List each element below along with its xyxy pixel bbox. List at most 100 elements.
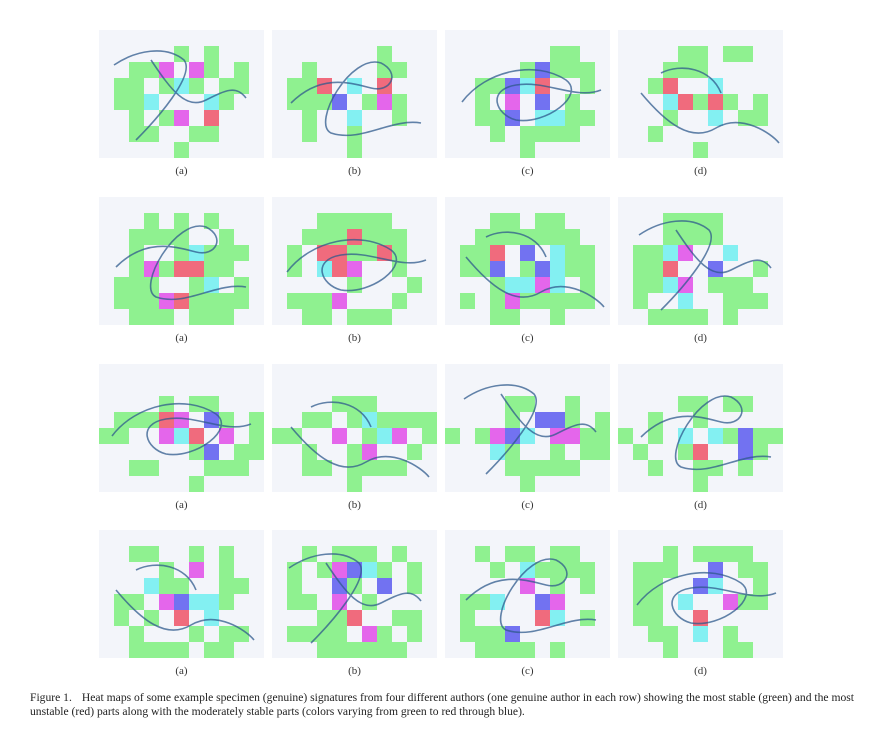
heatmap-tile xyxy=(550,309,565,325)
heatmap-tile xyxy=(407,562,422,578)
heatmap-svg xyxy=(618,395,783,492)
heatmap-tile xyxy=(535,62,550,78)
heatmap-panel xyxy=(272,530,437,658)
subfigure-label: (a) xyxy=(175,499,188,511)
heatmap-panel xyxy=(618,530,783,658)
heatmap-tile xyxy=(174,261,189,277)
heatmap-tile xyxy=(347,444,362,460)
heatmap-tile xyxy=(204,94,219,110)
heatmap-tile xyxy=(129,642,144,658)
heatmap-tile xyxy=(490,594,505,610)
heatmap-panel xyxy=(618,364,783,492)
signature-stroke xyxy=(465,231,605,308)
heatmap-tile xyxy=(708,213,723,229)
panel-row1-b: (b) xyxy=(272,30,437,188)
heatmap-tile xyxy=(505,110,520,126)
heatmap-tile xyxy=(648,245,663,261)
subfigure-label: (c) xyxy=(521,332,534,344)
heatmap-tile xyxy=(189,309,204,325)
heatmap-tile xyxy=(159,110,174,126)
heatmap-tile xyxy=(204,46,219,62)
heatmap-tile xyxy=(693,94,708,110)
heatmap-tile xyxy=(648,126,663,142)
signature-stroke xyxy=(111,402,252,456)
heatmap-tile xyxy=(204,62,219,78)
heatmap-tile xyxy=(174,229,189,245)
heatmap-tile xyxy=(347,412,362,428)
heatmap-tile xyxy=(460,293,475,309)
heatmap-tile xyxy=(249,412,264,428)
heatmap-tile xyxy=(287,261,302,277)
heatmap-tile xyxy=(753,110,768,126)
heatmap-tile xyxy=(475,78,490,94)
heatmap-tile xyxy=(580,444,595,460)
heatmap-tile xyxy=(678,46,693,62)
heatmap-tile xyxy=(392,293,407,309)
signature-stroke xyxy=(290,401,430,478)
heatmap-tile xyxy=(129,78,144,94)
heatmap-tile xyxy=(648,562,663,578)
figure-caption: Figure 1. Heat maps of some example speci… xyxy=(30,691,860,719)
heatmap-tile xyxy=(392,460,407,476)
heatmap-tile xyxy=(332,245,347,261)
heatmap-tile xyxy=(347,476,362,492)
heatmap-tile xyxy=(377,62,392,78)
heatmap-tile xyxy=(317,245,332,261)
heatmap-tiles xyxy=(287,46,407,158)
heatmap-tile xyxy=(505,428,520,444)
subfigure-label: (d) xyxy=(694,165,707,177)
heatmap-tile xyxy=(144,578,159,594)
heatmap-tile xyxy=(174,293,189,309)
heatmap-tile xyxy=(550,245,565,261)
heatmap-tile xyxy=(377,562,392,578)
heatmap-tile xyxy=(460,245,475,261)
heatmap-tile xyxy=(144,277,159,293)
heatmap-tile xyxy=(753,293,768,309)
heatmap-tile xyxy=(580,277,595,293)
heatmap-tile xyxy=(174,213,189,229)
heatmap-tile xyxy=(347,610,362,626)
heatmap-tile xyxy=(377,46,392,62)
heatmap-tile xyxy=(392,94,407,110)
subfigure-label: (c) xyxy=(521,165,534,177)
heatmap-tile xyxy=(648,428,663,444)
heatmap-tile xyxy=(633,578,648,594)
heatmap-tile xyxy=(219,94,234,110)
heatmap-tile xyxy=(144,412,159,428)
heatmap-tile xyxy=(550,277,565,293)
heatmap-tile xyxy=(362,546,377,562)
heatmap-tile xyxy=(723,245,738,261)
heatmap-panel xyxy=(99,197,264,325)
heatmap-tile xyxy=(663,229,678,245)
heatmap-tile xyxy=(219,261,234,277)
heatmap-tile xyxy=(407,610,422,626)
heatmap-tile xyxy=(768,428,783,444)
heatmap-tile xyxy=(535,610,550,626)
heatmap-tile xyxy=(144,229,159,245)
heatmap-tile xyxy=(219,293,234,309)
panel-row2-a: (a) xyxy=(99,197,264,355)
heatmap-tile xyxy=(535,293,550,309)
heatmap-tile xyxy=(347,642,362,658)
heatmap-tile xyxy=(362,626,377,642)
heatmap-tile xyxy=(204,245,219,261)
heatmap-tile xyxy=(204,594,219,610)
heatmap-tile xyxy=(505,309,520,325)
heatmap-tile xyxy=(332,428,347,444)
heatmap-tile xyxy=(580,110,595,126)
heatmap-tile xyxy=(332,626,347,642)
heatmap-tile xyxy=(753,94,768,110)
heatmap-tile xyxy=(234,62,249,78)
heatmap-tiles xyxy=(287,213,422,325)
heatmap-tile xyxy=(475,110,490,126)
panel-row2-c: (c) xyxy=(445,197,610,355)
heatmap-svg xyxy=(461,46,602,158)
heatmap-tile xyxy=(505,642,520,658)
heatmap-tile xyxy=(678,594,693,610)
heatmap-tile xyxy=(189,245,204,261)
heatmap-tile xyxy=(648,261,663,277)
heatmap-svg xyxy=(633,546,777,658)
subfigure-label: (b) xyxy=(348,165,361,177)
heatmap-tile xyxy=(204,642,219,658)
heatmap-tile xyxy=(362,245,377,261)
